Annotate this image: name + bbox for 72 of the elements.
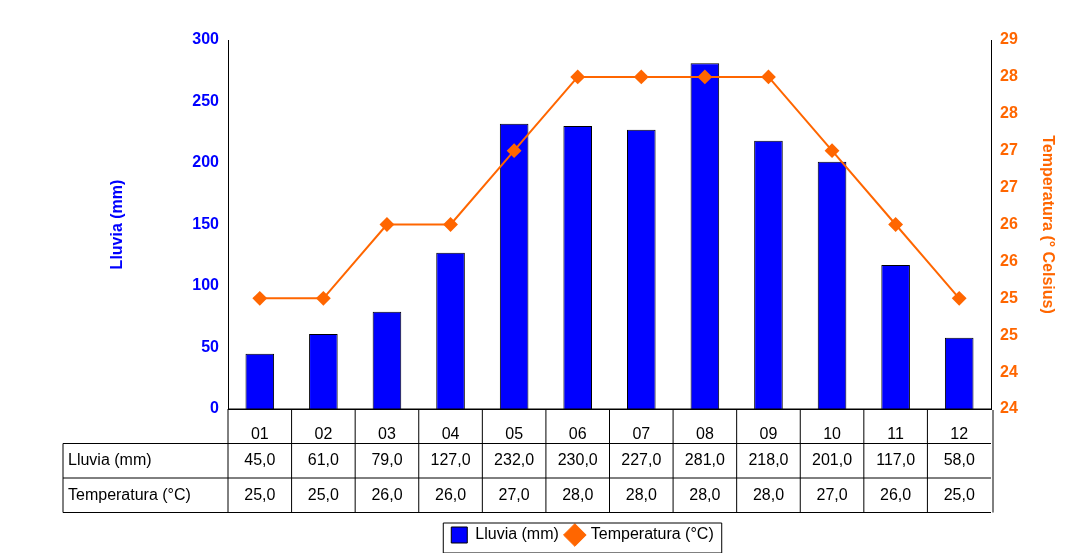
point [570, 69, 585, 84]
y-tick-label: 200 [192, 153, 220, 171]
data-label: 26,0 [371, 485, 403, 503]
x-tick-label: 06 [568, 425, 587, 443]
y2-tick-label: 24 [1000, 362, 1018, 380]
data-label: 27,0 [498, 485, 530, 503]
legend-label: Temperatura (°C) [590, 525, 714, 543]
text: Temperatura (°C) [68, 485, 191, 503]
data-label: 25,0 [943, 485, 975, 503]
data-label: 28,0 [689, 485, 721, 503]
x-tick-label: 11 [887, 425, 905, 443]
x-tick-label: 05 [505, 425, 524, 443]
data-label: 45,0 [244, 451, 276, 469]
y2-tick-label: 24 [1000, 399, 1018, 417]
x-tick-label: 09 [759, 425, 778, 443]
point [952, 291, 967, 306]
data-label: 27,0 [816, 485, 848, 503]
legend-label: Lluvia (mm) [475, 525, 559, 543]
data-label: 117,0 [876, 451, 916, 469]
y2-tick-label: 26 [1000, 214, 1018, 232]
y2-axis-title: Temperatura (° Celsius) [1039, 135, 1057, 314]
y2-tick-label: 27 [1000, 178, 1018, 196]
point [316, 291, 331, 306]
point [379, 217, 394, 232]
x-tick-label: 07 [632, 425, 651, 443]
y-tick-label: 100 [192, 276, 220, 294]
data-label: 230,0 [557, 451, 598, 469]
y-tick-label: 250 [192, 91, 220, 109]
x-tick-label: 04 [441, 425, 460, 443]
y-axis-title: Lluvia (mm) [108, 179, 126, 270]
data-label: 227,0 [621, 451, 662, 469]
x-tick-label: 03 [378, 425, 396, 443]
y-tick-label: 0 [210, 399, 220, 417]
data-label: 281,0 [684, 451, 725, 469]
point [443, 217, 458, 232]
data-label: 58,0 [943, 451, 975, 469]
y-tick-label: 300 [192, 30, 220, 48]
data-label: 28,0 [562, 485, 594, 503]
point [888, 217, 903, 232]
y2-tick-label: 28 [1000, 104, 1018, 122]
x-tick-label: 02 [314, 425, 333, 443]
data-label: 25,0 [244, 485, 276, 503]
y2-tick-label: 29 [1000, 30, 1018, 48]
y2-tick-label: 25 [1000, 325, 1018, 343]
data-label: 28,0 [625, 485, 657, 503]
x-tick-label: 10 [823, 425, 842, 443]
point [697, 69, 712, 84]
data-label: 218,0 [748, 451, 789, 469]
data-label: 26,0 [880, 485, 912, 503]
y-tick-label: 50 [201, 337, 220, 355]
y2-tick-label: 28 [1000, 67, 1018, 85]
point [252, 291, 267, 306]
data-label: 25,0 [307, 485, 340, 503]
data-label: 28,0 [752, 485, 785, 503]
data-label: 79,0 [371, 451, 403, 469]
x-tick-label: 08 [695, 425, 714, 443]
data-label: 61,0 [307, 451, 340, 469]
point [825, 143, 840, 158]
data-label: 26,0 [434, 485, 467, 503]
y2-tick-label: 26 [1000, 251, 1018, 269]
text: Lluvia (mm) [68, 451, 152, 469]
point [761, 69, 776, 84]
data-label: 201,0 [812, 451, 853, 469]
point [507, 143, 522, 158]
x-tick-label: 12 [950, 425, 969, 443]
y2-tick-label: 25 [1000, 288, 1018, 306]
x-tick-label: 01 [250, 425, 269, 443]
point [634, 69, 649, 84]
data-label: 127,0 [430, 451, 471, 469]
data-label: 232,0 [494, 451, 535, 469]
y2-tick-label: 27 [1000, 141, 1018, 159]
y-tick-label: 150 [192, 214, 220, 232]
